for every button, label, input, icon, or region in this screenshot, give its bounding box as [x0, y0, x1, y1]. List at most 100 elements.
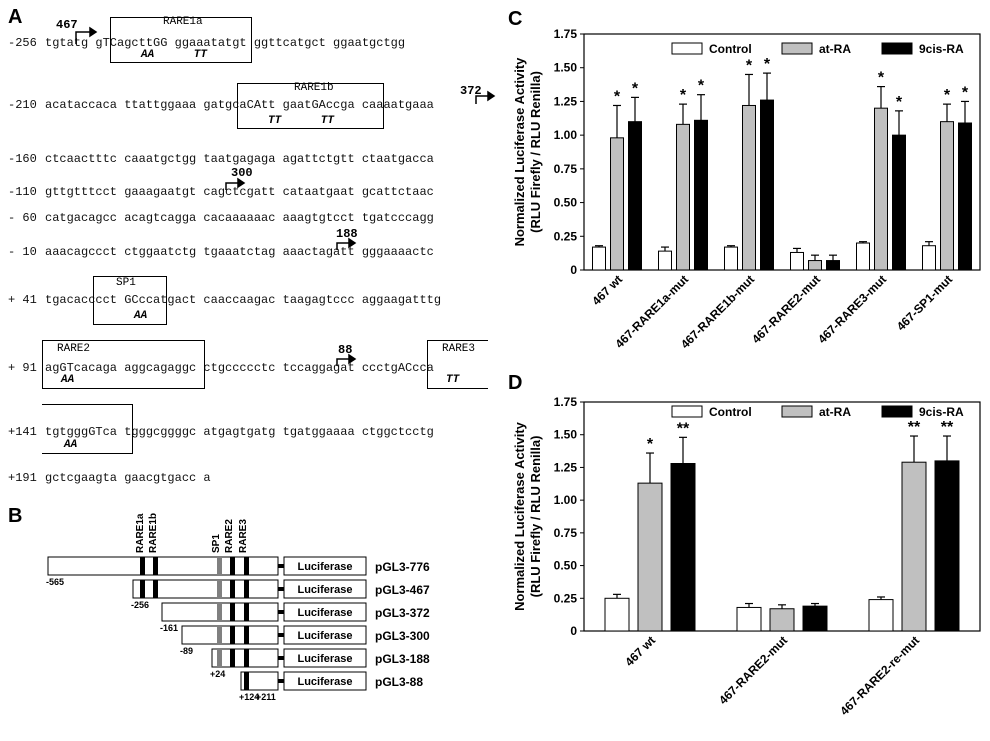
bar	[628, 121, 642, 271]
category-label: 467-SP1-mut	[894, 272, 955, 333]
sequence-text: gttgtttcct gaaagaatgt cagctcgatt cataatg…	[45, 185, 434, 199]
element-mark	[230, 626, 235, 644]
chart-d: 0 0.25 0.50 0.75 1.00 1.25 1.50 1.75 Normalized …	[512, 395, 981, 718]
sequence-line: +191 gctcgaagta gaacgtgacc a	[8, 471, 211, 485]
sequence-line: +141 tgtgggGTca tgggcggggc atgagtgatg tga…	[8, 425, 434, 439]
construct-end: +211	[256, 692, 276, 702]
legend-label: Control	[709, 405, 752, 419]
sequence-position: -110	[8, 185, 37, 199]
luciferase-label: Luciferase	[297, 630, 352, 642]
luciferase-box	[283, 579, 367, 599]
element-label: SP1	[211, 534, 222, 553]
rare1b-title: RARE1b	[294, 82, 334, 94]
bar	[808, 260, 822, 271]
tss-label: 188	[336, 227, 358, 241]
construct-name: pGL3-467	[375, 583, 430, 597]
sequence-text: ctcaactttc caaatgctgg taatgagaga agattct…	[45, 152, 434, 166]
category-label: 467-RARE2-mut	[716, 633, 790, 707]
rare3-continued-mutation: AA	[64, 439, 78, 451]
rare3-box: RARE3 TT	[427, 340, 488, 389]
luciferase-label: Luciferase	[297, 676, 352, 688]
chart-c: 0 0.25 0.50 0.75 1.00 1.25 1.50 1.75 Normalized …	[512, 27, 981, 351]
luciferase-label: Luciferase	[297, 584, 352, 596]
element-mark	[140, 580, 145, 598]
constructs-diagram: RARE1a RARE1b SP1 RARE2 RARE3 Luciferase pGL3-…	[46, 513, 430, 702]
legend-label: Control	[709, 42, 752, 56]
sequence-position: +141	[8, 425, 37, 439]
significance-mark: *	[746, 57, 753, 74]
linker	[278, 564, 284, 568]
legend-label: 9cis-RA	[919, 405, 964, 419]
category-label: 467 wt	[589, 272, 625, 308]
bar	[760, 99, 774, 271]
construct-start: +124	[239, 692, 259, 702]
construct-start: -161	[160, 623, 178, 633]
bar	[610, 137, 624, 271]
sequence-text: catgacagcc acagtcagga cacaaaaaac aaagtgt…	[45, 211, 434, 225]
legend-swatch	[881, 42, 913, 55]
sequence-text: tgacacccct GCccatgact caaccaagac taagagt…	[45, 293, 442, 307]
sequence-text: tgtatg gTCagcttGG ggaaatatgt ggttcatgct …	[45, 36, 406, 50]
construct-name: pGL3-188	[375, 652, 430, 666]
y-tick-label: 0.50	[554, 196, 578, 210]
bar	[958, 122, 972, 271]
element-mark	[217, 580, 222, 598]
tss-arrows	[75, 26, 496, 366]
element-mark	[140, 557, 145, 575]
y-tick-label: 1.75	[554, 395, 578, 409]
element-mark	[230, 649, 235, 667]
plot-frame	[583, 33, 981, 271]
rare2-box: RARE2 AA	[42, 340, 205, 389]
bar	[874, 107, 888, 271]
luciferase-box	[283, 648, 367, 668]
element-mark	[244, 557, 249, 575]
bar	[802, 605, 828, 632]
y-tick-label: 1.25	[554, 94, 578, 108]
y-axis-label: Normalized Luciferase Activity	[512, 57, 527, 247]
element-mark	[244, 603, 249, 621]
construct-name: pGL3-300	[375, 629, 430, 643]
luciferase-box	[283, 602, 367, 622]
category-label: 467 wt	[622, 633, 658, 669]
linker	[278, 679, 284, 683]
linker	[278, 633, 284, 637]
y-tick-label: 1.00	[554, 128, 578, 142]
bar	[922, 245, 936, 271]
rare3-mutation: TT	[446, 374, 460, 386]
sequence-line: -256 tgtatg gTCagcttGG ggaaatatgt ggttcat…	[8, 36, 405, 50]
bar	[742, 104, 756, 271]
luciferase-label: Luciferase	[297, 561, 352, 573]
sequence-position: + 91	[8, 361, 37, 375]
bar	[769, 608, 795, 632]
bar	[736, 606, 762, 632]
rare1a-mutation: AA TT	[141, 49, 208, 61]
luciferase-box	[283, 556, 367, 576]
y-tick-label: 0.25	[554, 591, 578, 605]
sequence-line: + 41 tgacacccct GCccatgact caaccaagac taa…	[8, 293, 441, 307]
element-mark	[244, 672, 249, 690]
significance-mark: *	[944, 87, 951, 104]
significance-mark: *	[878, 70, 885, 87]
element-mark	[244, 626, 249, 644]
element-mark	[217, 626, 222, 644]
tss-label: 467	[56, 18, 78, 32]
linker	[278, 656, 284, 660]
rare1a-box: RARE1a AA TT	[110, 16, 252, 63]
construct-promoter	[47, 556, 279, 576]
bar	[790, 251, 804, 271]
y-tick-label: 0.75	[554, 526, 578, 540]
element-mark	[153, 557, 158, 575]
rare1b-mutation: TT TT	[268, 115, 335, 127]
rare2-mutation: AA	[61, 374, 75, 386]
significance-mark: **	[941, 419, 954, 436]
legend-swatch	[781, 42, 813, 55]
luciferase-box	[283, 625, 367, 645]
significance-mark: *	[647, 436, 654, 453]
sp1-box: SP1 AA	[93, 276, 167, 325]
element-mark	[217, 649, 222, 667]
legend-swatch	[671, 405, 703, 418]
construct-start: +24	[210, 669, 225, 679]
significance-mark: **	[908, 419, 921, 436]
element-mark	[217, 603, 222, 621]
construct-name: pGL3-88	[375, 675, 423, 689]
